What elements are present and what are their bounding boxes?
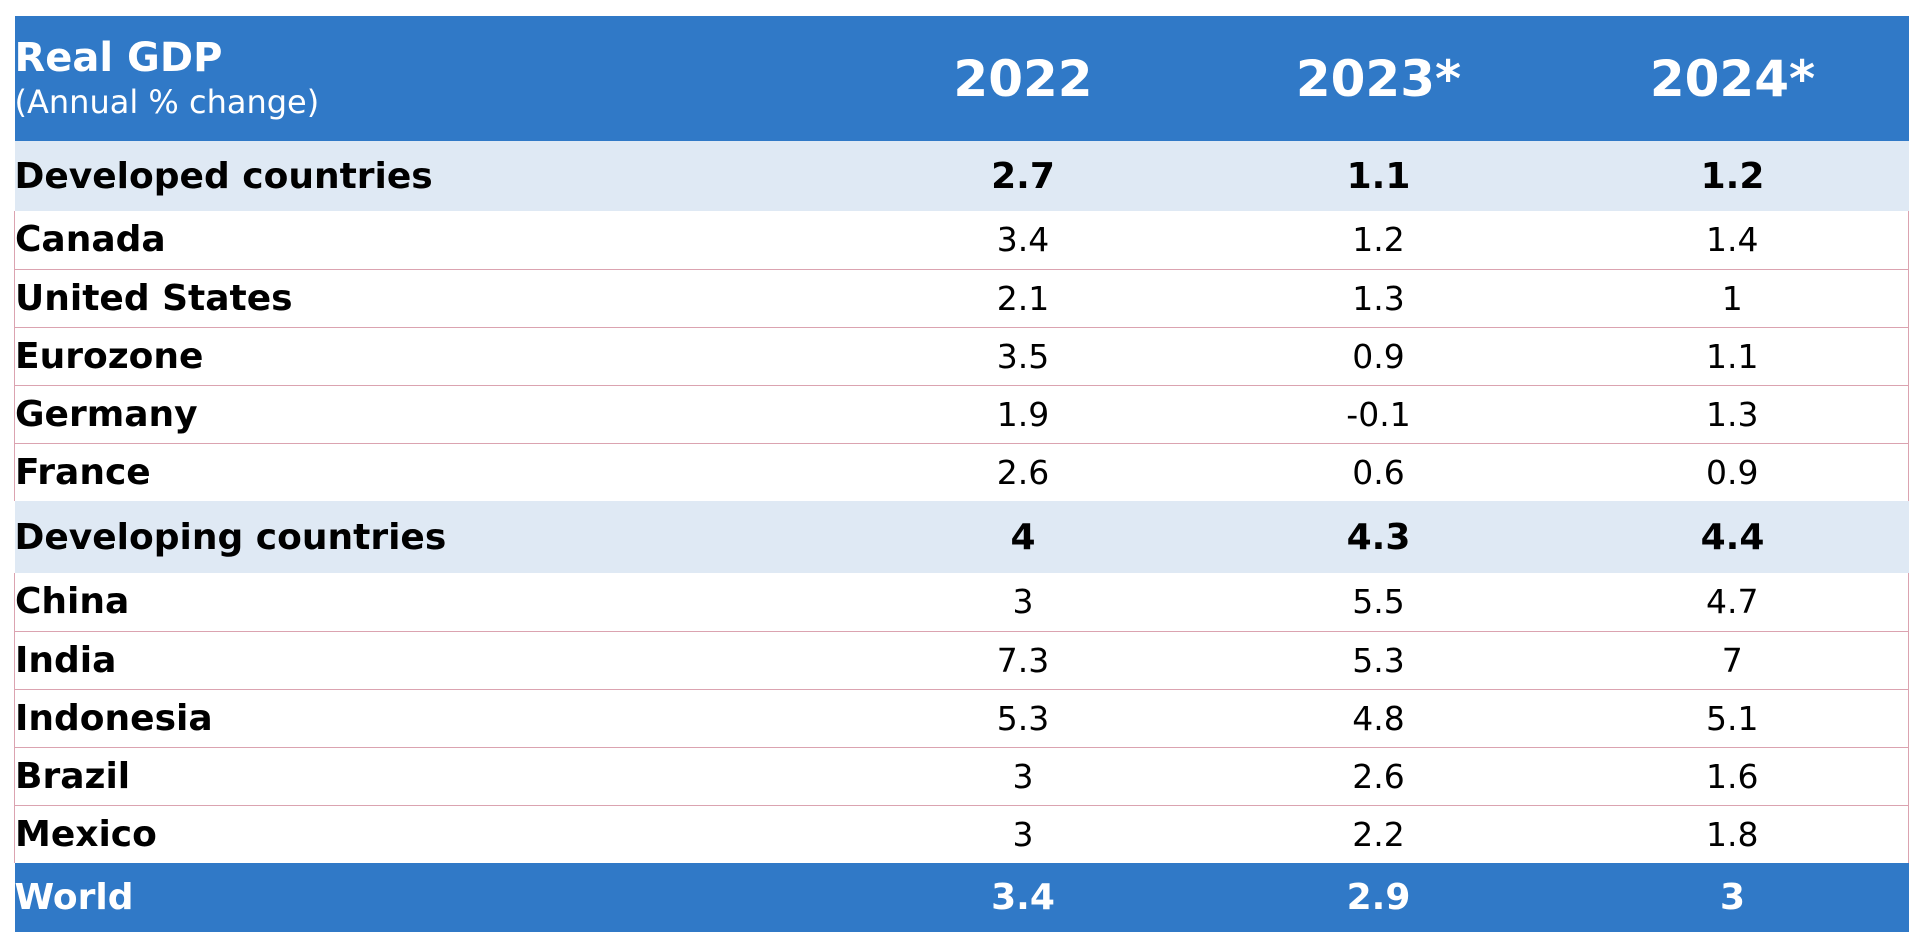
cell-value: 5.5 [1352, 582, 1405, 622]
cell-value: 5.3 [1352, 640, 1405, 680]
table-row: China 3 5.5 4.7 [14, 573, 1909, 631]
cell-value: 4 [1010, 516, 1036, 558]
world-row: World 3.4 2.9 3 [14, 863, 1909, 932]
cell-value: 0.9 [1352, 336, 1405, 376]
row-label: United States [14, 269, 846, 327]
cell-value: 2.6 [1352, 756, 1405, 796]
cell-value: 1.2 [1700, 155, 1765, 197]
cell-value: 4.7 [1556, 573, 1909, 631]
cell-value: 5.3 [996, 698, 1050, 738]
cell-value: 1.4 [1556, 211, 1909, 269]
cell-value: 4.3 [1346, 516, 1411, 558]
cell-value: 7 [1556, 631, 1909, 689]
cell-value: 3 [1012, 814, 1034, 854]
cell-value: 2.7 [991, 155, 1055, 197]
cell-value: 3 [1012, 582, 1034, 622]
gdp-table: Real GDP (Annual % change) 2022 2023* 20… [14, 16, 1909, 932]
cell-value: 2.6 [996, 452, 1050, 492]
column-header-2022: 2022 [953, 49, 1093, 108]
table-row: Mexico 3 2.2 1.8 [14, 805, 1909, 863]
row-label: China [14, 573, 846, 631]
table-row: Canada 3.4 1.2 1.4 [14, 211, 1909, 269]
cell-value: 4.8 [1352, 698, 1405, 738]
column-header-2023: 2023* [1295, 49, 1462, 108]
header-row: Real GDP (Annual % change) 2022 2023* 20… [14, 16, 1909, 141]
group-row: Developing countries 4 4.3 4.4 [14, 501, 1909, 573]
cell-value: 3 [1719, 877, 1746, 918]
group-label: Developing countries [14, 516, 447, 558]
table-row: Indonesia 5.3 4.8 5.1 [14, 689, 1909, 747]
row-label: Canada [14, 211, 846, 269]
table-row: India 7.3 5.3 7 [14, 631, 1909, 689]
table-subtitle: (Annual % change) [14, 82, 320, 121]
row-label: Eurozone [14, 327, 846, 385]
table-row: France 2.6 0.6 0.9 [14, 443, 1909, 501]
row-label: World [14, 877, 134, 918]
cell-value: 1.3 [1556, 385, 1909, 443]
table-body: Developed countries 2.7 1.1 1.2 Canada 3.4 1.2… [14, 141, 1909, 863]
cell-value: 3 [1012, 756, 1034, 796]
cell-value: 1 [1556, 269, 1909, 327]
cell-value: -0.1 [1346, 394, 1411, 434]
cell-value: 0.9 [1556, 443, 1909, 501]
row-label: Germany [14, 385, 846, 443]
group-row: Developed countries 2.7 1.1 1.2 [14, 141, 1909, 211]
column-header-2024: 2024* [1649, 49, 1816, 108]
cell-value: 5.1 [1556, 689, 1909, 747]
cell-value: 1.2 [1352, 220, 1405, 260]
cell-value: 0.6 [1352, 452, 1405, 492]
cell-value: 2.2 [1352, 814, 1405, 854]
cell-value: 1.1 [1346, 155, 1411, 197]
cell-value: 1.3 [1352, 278, 1405, 318]
cell-value: 3.4 [996, 220, 1050, 260]
table-row: Eurozone 3.5 0.9 1.1 [14, 327, 1909, 385]
cell-value: 2.9 [1346, 877, 1411, 918]
row-label: Mexico [14, 805, 846, 863]
cell-value: 4.4 [1700, 516, 1765, 558]
cell-value: 1.9 [996, 394, 1050, 434]
table-row: Brazil 3 2.6 1.6 [14, 747, 1909, 805]
cell-value: 7.3 [996, 640, 1050, 680]
row-label: Brazil [14, 747, 846, 805]
cell-value: 3.4 [991, 877, 1055, 918]
cell-value: 2.1 [996, 278, 1050, 318]
cell-value: 1.6 [1556, 747, 1909, 805]
table-title-cell: Real GDP (Annual % change) [15, 16, 846, 141]
table-title: Real GDP [14, 34, 223, 81]
cell-value: 3.5 [996, 336, 1050, 376]
row-label: India [14, 631, 846, 689]
row-label: France [14, 443, 846, 501]
cell-value: 1.1 [1556, 327, 1909, 385]
row-label: Indonesia [14, 689, 846, 747]
cell-value: 1.8 [1556, 805, 1909, 863]
table-row: United States 2.1 1.3 1 [14, 269, 1909, 327]
group-label: Developed countries [14, 155, 433, 197]
table-row: Germany 1.9 -0.1 1.3 [14, 385, 1909, 443]
